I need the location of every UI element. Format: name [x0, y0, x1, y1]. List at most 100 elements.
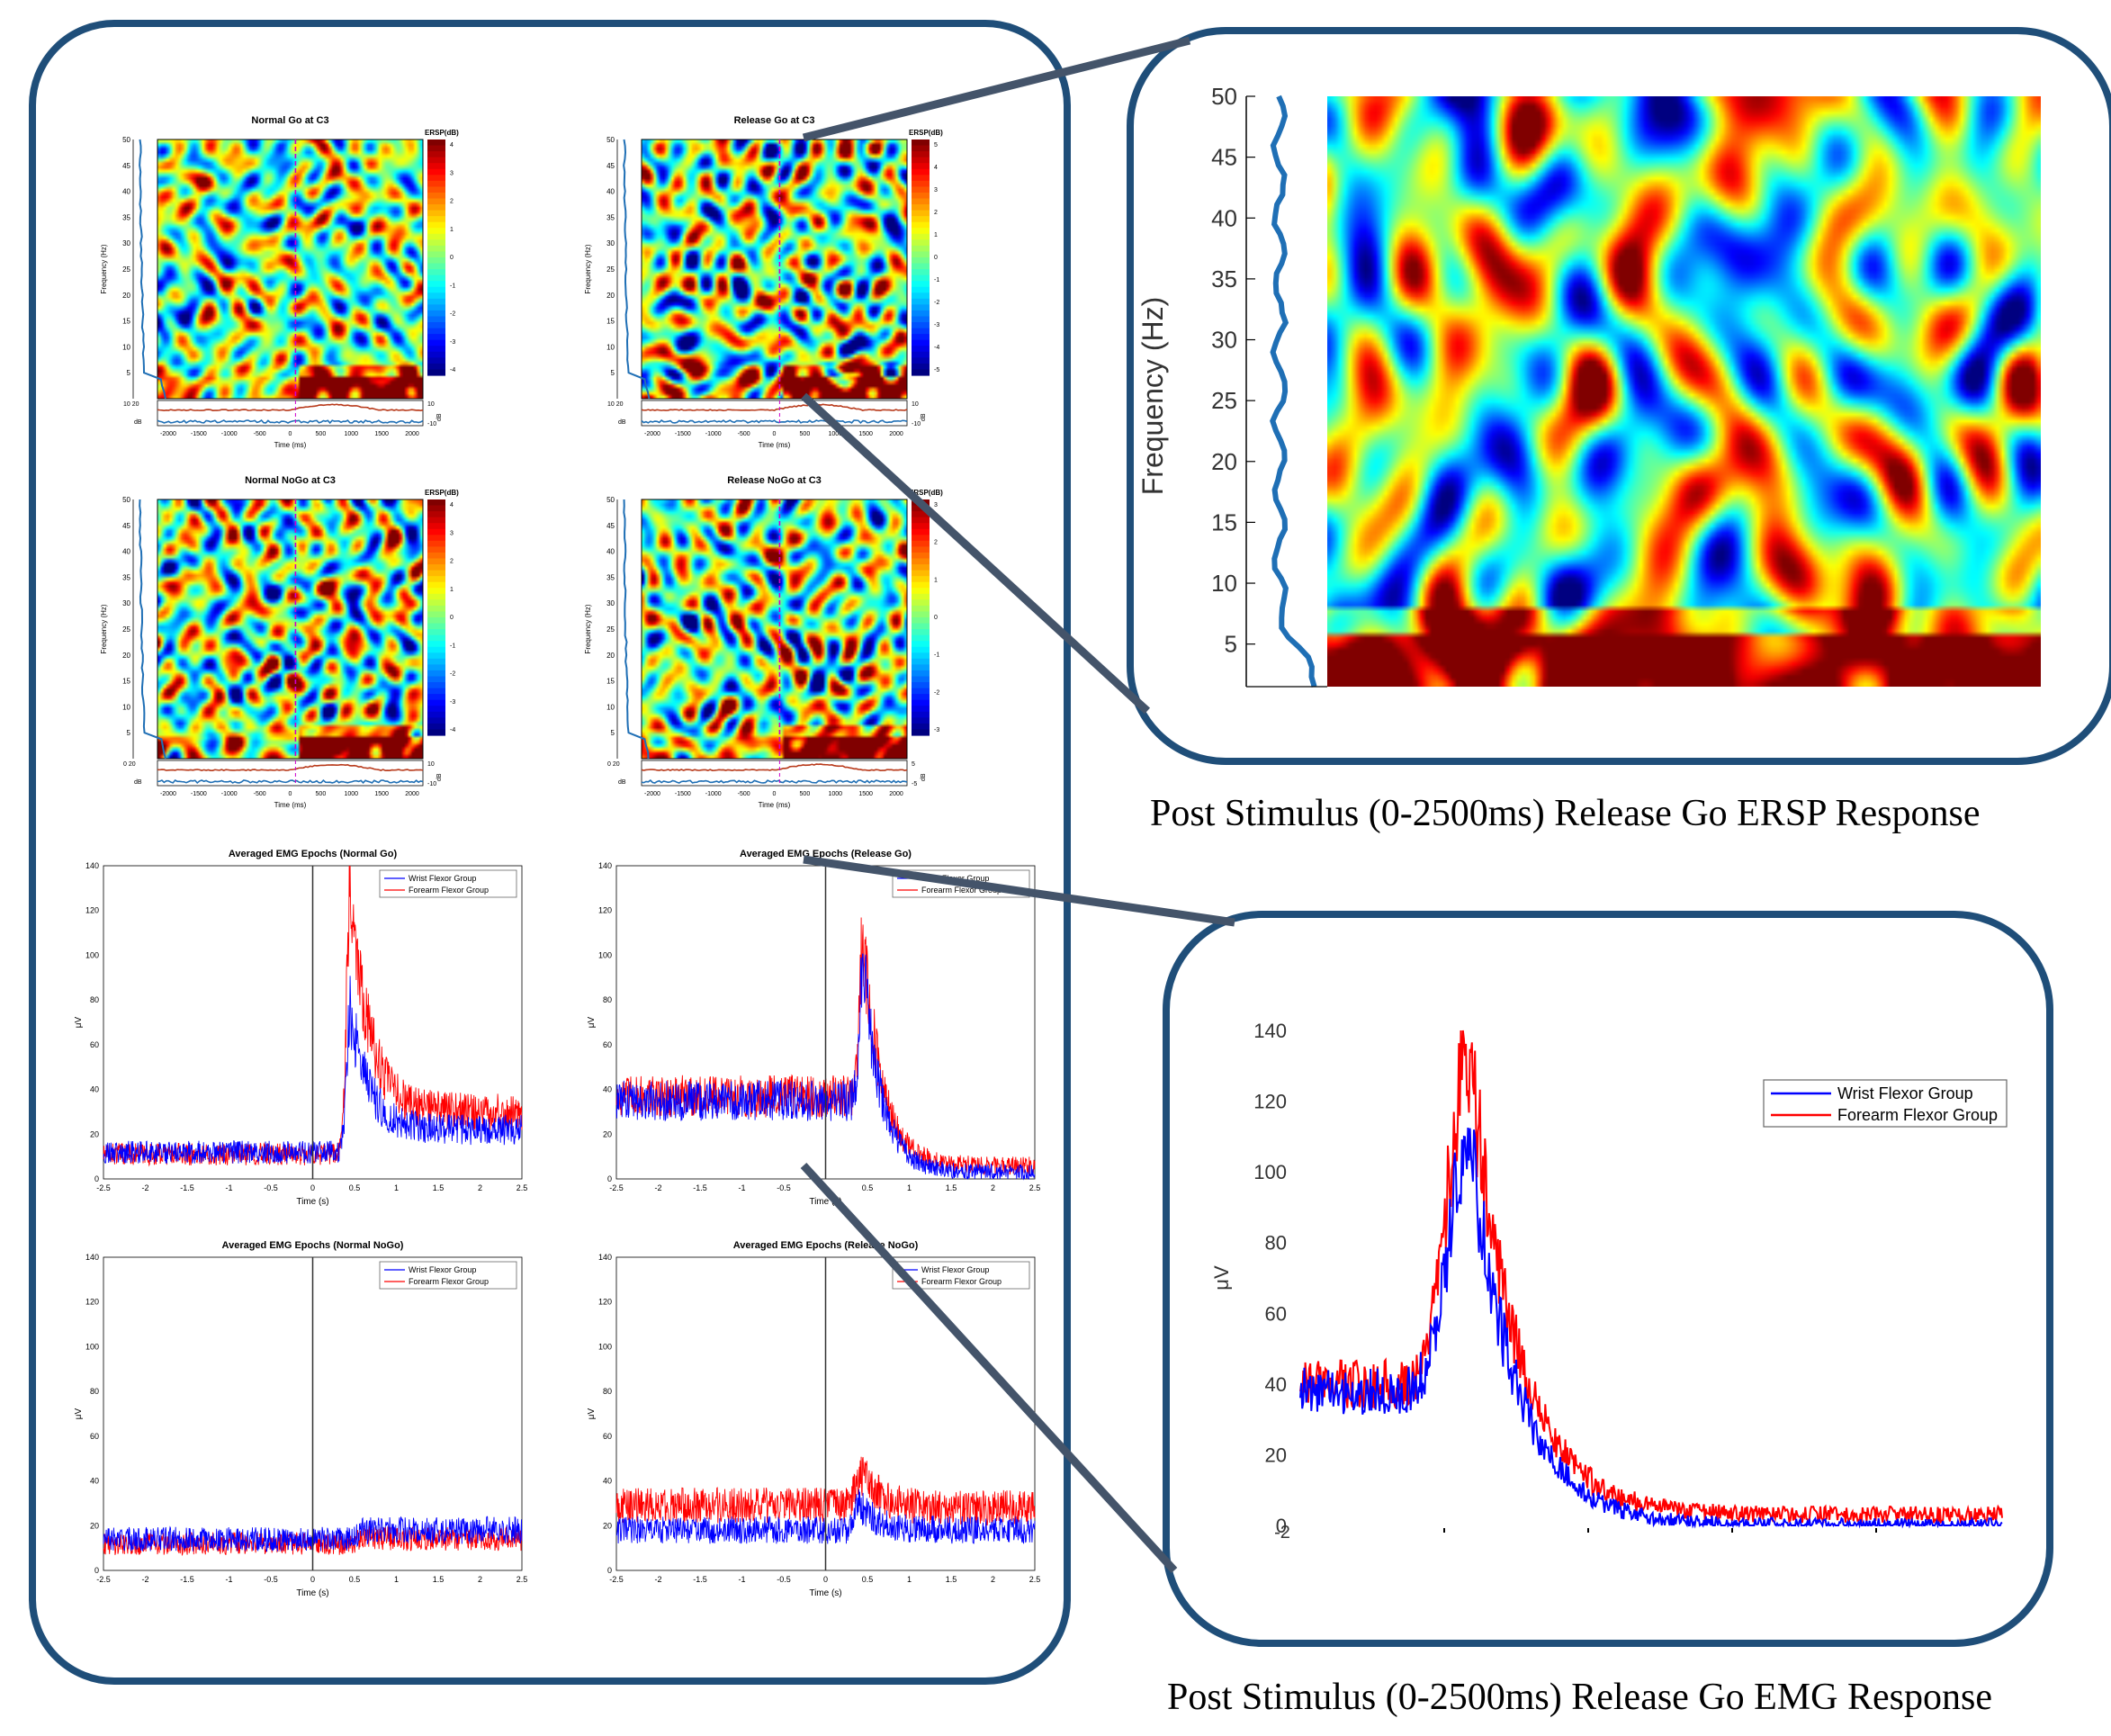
colorbar-swatch [912, 634, 930, 642]
emg-title: Averaged EMG Epochs (Normal Go) [229, 849, 398, 859]
x-tick-label: 2000 [405, 791, 419, 797]
y-axis-label: Frequency (Hz) [100, 244, 108, 293]
colorbar-tick: 3 [934, 187, 938, 193]
colorbar-swatch [912, 286, 930, 293]
ersp-svg: Release NoGo at C35101520253035404550Fre… [584, 475, 943, 809]
side-panel-ticks: 10 20 [607, 401, 624, 408]
y-tick-label: 40 [603, 1477, 612, 1486]
y-tick-label: 60 [603, 1432, 612, 1441]
y-tick-label: 100 [598, 1342, 612, 1351]
x-tick-label: -1000 [705, 791, 722, 797]
colorbar-swatch [912, 281, 930, 288]
zoom-y-tick-label: 80 [1265, 1232, 1287, 1255]
x-tick-label: -2.5 [96, 1183, 111, 1192]
ersp-title: Release NoGo at C3 [727, 475, 822, 486]
colorbar-swatch [912, 652, 930, 660]
y-tick-label: 0 [607, 1566, 612, 1575]
colorbar-swatch [427, 369, 445, 376]
colorbar-swatch [427, 257, 445, 265]
y-tick-label: 140 [85, 861, 99, 870]
colorbar-swatch [427, 216, 445, 223]
colorbar-swatch [427, 599, 445, 607]
emg-svg: Averaged EMG Epochs (Normal NoGo)0204060… [74, 1240, 527, 1598]
colorbar-swatch [912, 499, 930, 507]
y-tick-label: 40 [603, 1085, 612, 1094]
colorbar-swatch [427, 157, 445, 164]
y-tick-label: 100 [85, 950, 99, 959]
x-axis-label: Time (s) [296, 1197, 328, 1207]
colorbar-tick: -2 [934, 300, 939, 306]
colorbar-tick: 0 [450, 255, 454, 261]
colorbar-swatch [912, 664, 930, 671]
colorbar-tick: -3 [450, 339, 455, 346]
colorbar-swatch [912, 151, 930, 158]
emg-svg: Averaged EMG Epochs (Normal Go)020406080… [74, 849, 527, 1207]
colorbar-swatch [427, 228, 445, 235]
colorbar-swatch [427, 251, 445, 258]
colorbar-swatch [912, 676, 930, 683]
y-tick-label: 60 [603, 1040, 612, 1049]
colorbar-swatch [912, 617, 930, 625]
y-tick-label: 20 [122, 292, 130, 300]
bottom-tick: 10 [912, 401, 919, 408]
colorbar-swatch [427, 151, 445, 158]
colorbar-swatch [427, 581, 445, 589]
x-tick-label: -500 [738, 791, 750, 797]
y-tick-label: 15 [122, 318, 130, 326]
colorbar-swatch [912, 505, 930, 512]
colorbar-swatch [427, 204, 445, 211]
zoom-y-tick-label: 35 [1211, 265, 1237, 292]
colorbar-tick: -2 [450, 671, 455, 678]
colorbar-swatch [912, 576, 930, 583]
colorbar-swatch [427, 175, 445, 182]
emg-title: Averaged EMG Epochs (Normal NoGo) [222, 1240, 404, 1251]
emg-panel-release-go: Averaged EMG Epochs (Release Go) 0 20 40 60 8… [580, 846, 1048, 1219]
x-axis-label: Time (ms) [759, 801, 791, 809]
colorbar-swatch [427, 328, 445, 335]
x-tick-label: 2 [991, 1575, 995, 1584]
colorbar-swatch [427, 322, 445, 329]
zoom-x-tick-label: -2 [1274, 1523, 1290, 1543]
ersp-heatmap [157, 499, 423, 759]
x-tick-label: -1.5 [693, 1183, 707, 1192]
x-tick-label: -2 [654, 1575, 661, 1584]
y-tick-label: 20 [122, 652, 130, 660]
colorbar-tick: -4 [934, 345, 939, 351]
legend-label: Wrist Flexor Group [409, 874, 476, 883]
x-tick-label: 1.5 [946, 1183, 957, 1192]
ersp-heatmap-border [641, 139, 908, 400]
colorbar-tick: 0 [934, 615, 938, 621]
x-tick-label: 0.5 [349, 1575, 361, 1584]
y-tick-label: 120 [85, 1298, 99, 1307]
legend-label: Wrist Flexor Group [921, 874, 989, 883]
colorbar-label: ERSP(dB) [909, 129, 943, 137]
ersp-panel-release-go: Release Go at C3 5 10 15 20 25 30 35 40 45 50 Frequ… [583, 112, 1015, 468]
x-tick-label: -0.5 [264, 1183, 278, 1192]
colorbar-tick: 2 [450, 559, 454, 565]
colorbar-tick: -1 [450, 283, 455, 289]
colorbar-swatch [427, 499, 445, 507]
colorbar-swatch [912, 528, 930, 535]
colorbar-tick: 4 [450, 142, 454, 148]
colorbar-swatch [912, 357, 930, 364]
ersp-heatmap-border [157, 139, 424, 400]
y-tick-label: 20 [90, 1521, 99, 1530]
colorbar-tick: 1 [450, 227, 454, 233]
colorbar-swatch [912, 251, 930, 258]
x-tick-label: -1500 [191, 791, 207, 797]
x-tick-label: 2.5 [1029, 1575, 1041, 1584]
colorbar-tick: 1 [934, 577, 938, 583]
colorbar-swatch [427, 723, 445, 731]
zoom-y-tick-label: 20 [1265, 1444, 1287, 1466]
y-tick-label: 45 [606, 522, 615, 530]
y-axis-label: μV [74, 1016, 84, 1028]
y-tick-label: 50 [122, 136, 130, 144]
colorbar-swatch [912, 145, 930, 152]
y-tick-label: 40 [122, 188, 130, 196]
emg-svg: Averaged EMG Epochs (Release Go)02040608… [587, 849, 1040, 1207]
colorbar-swatch [427, 210, 445, 217]
colorbar-swatch [912, 564, 930, 571]
colorbar-swatch [427, 168, 445, 175]
colorbar-swatch [912, 706, 930, 713]
x-tick-label: 1.5 [946, 1575, 957, 1584]
